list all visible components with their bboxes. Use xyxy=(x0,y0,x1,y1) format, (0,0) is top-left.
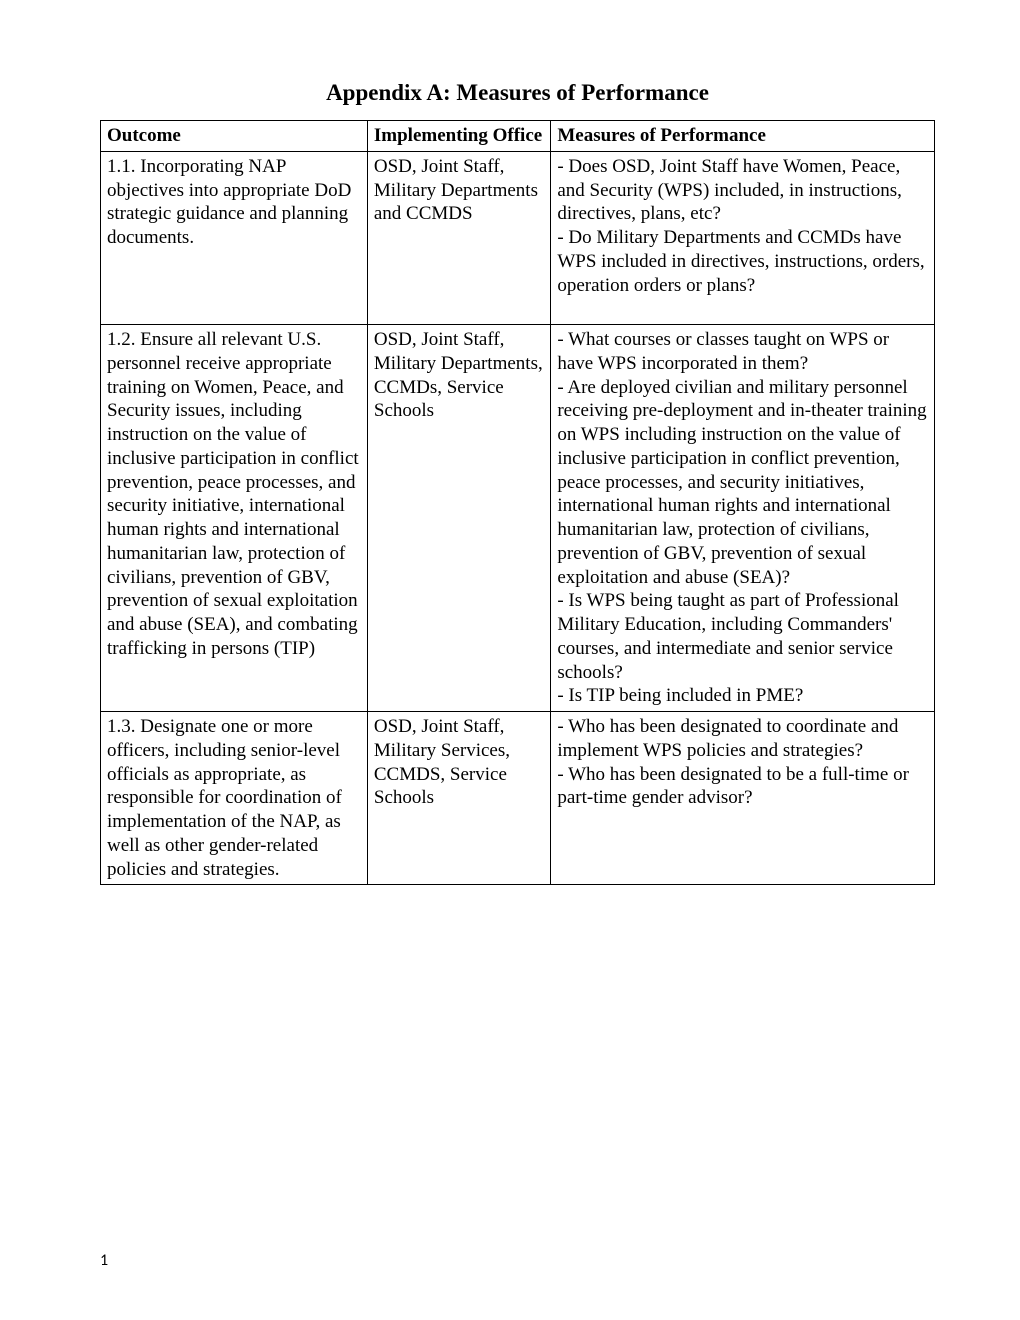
table-row: 1.2. Ensure all relevant U.S. personnel … xyxy=(101,325,935,712)
col-header-measures: Measures of Performance xyxy=(551,121,935,152)
cell-office: OSD, Joint Staff, Military Departments a… xyxy=(367,151,550,324)
cell-measures: - Who has been designated to coordinate … xyxy=(551,712,935,885)
performance-table: Outcome Implementing Office Measures of … xyxy=(100,120,935,885)
cell-measures: - Does OSD, Joint Staff have Women, Peac… xyxy=(551,151,935,324)
cell-outcome: 1.2. Ensure all relevant U.S. personnel … xyxy=(101,325,368,712)
table-row: 1.3. Designate one or more officers, inc… xyxy=(101,712,935,885)
cell-office: OSD, Joint Staff, Military Departments, … xyxy=(367,325,550,712)
col-header-office: Implementing Office xyxy=(367,121,550,152)
table-row: 1.1. Incorporating NAP objectives into a… xyxy=(101,151,935,324)
cell-office: OSD, Joint Staff, Military Services, CCM… xyxy=(367,712,550,885)
col-header-outcome: Outcome xyxy=(101,121,368,152)
cell-outcome: 1.3. Designate one or more officers, inc… xyxy=(101,712,368,885)
cell-measures: - What courses or classes taught on WPS … xyxy=(551,325,935,712)
page-number: 1 xyxy=(100,1251,108,1270)
table-header-row: Outcome Implementing Office Measures of … xyxy=(101,121,935,152)
cell-outcome: 1.1. Incorporating NAP objectives into a… xyxy=(101,151,368,324)
page-title: Appendix A: Measures of Performance xyxy=(100,80,935,106)
